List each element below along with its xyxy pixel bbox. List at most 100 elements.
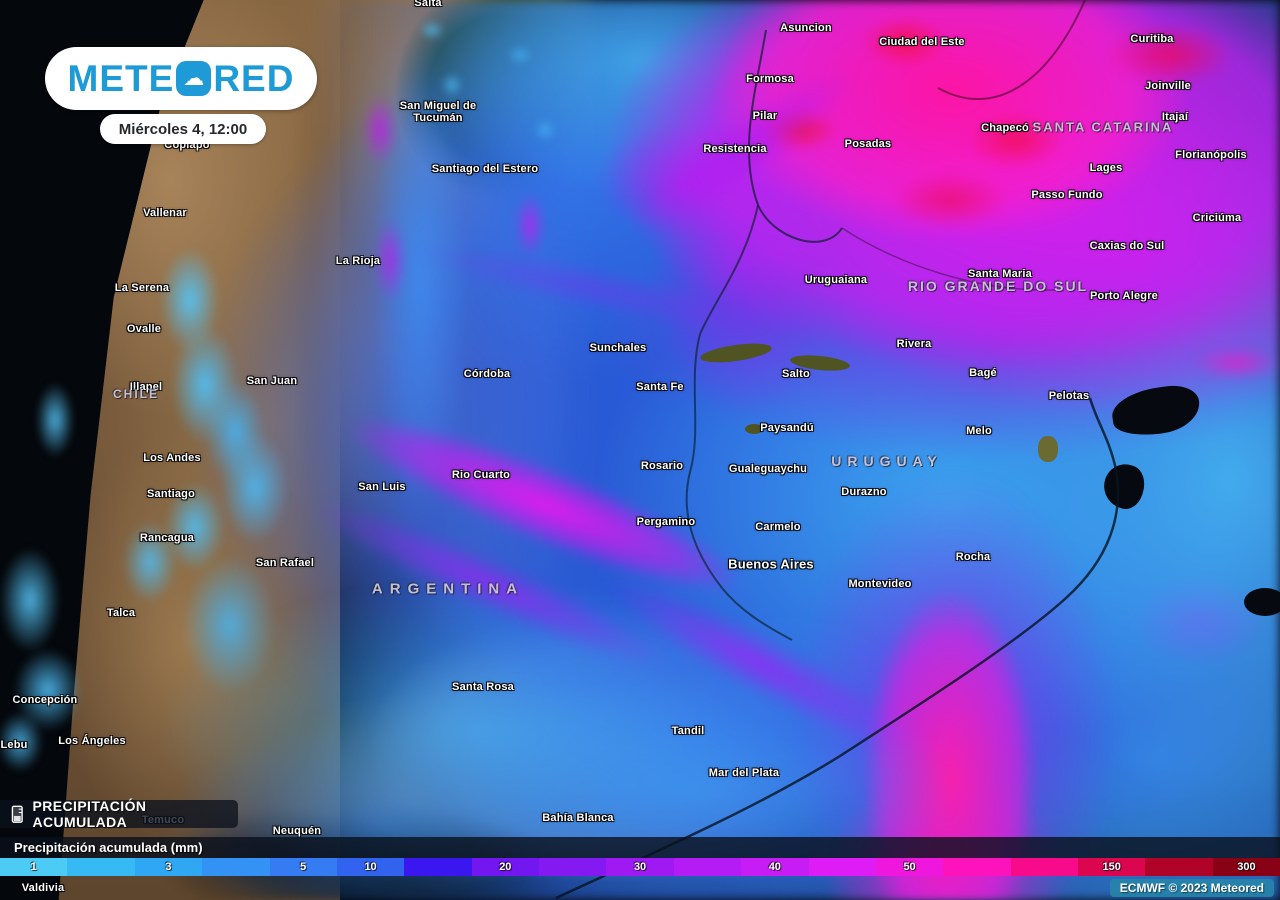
terrain-patch: [745, 424, 763, 434]
legend-segment: 10: [336, 858, 405, 876]
legend-segment: 150: [1078, 858, 1146, 876]
city-label: Rancagua: [139, 532, 195, 544]
legend-segment-value: 5: [300, 861, 307, 873]
scale-label-band: Precipitación acumulada (mm): [0, 837, 1280, 858]
legend-segment: 40: [741, 858, 809, 876]
region-label: URUGUAY: [831, 453, 943, 469]
city-label: Paysandú: [760, 422, 814, 434]
city-label: San Juan: [246, 375, 298, 387]
city-label: Durazno: [841, 486, 887, 498]
logo-text-mete: METE: [67, 58, 175, 99]
city-label: Rocha: [955, 551, 991, 563]
city-label: Bagé: [969, 367, 997, 379]
city-label: Passo Fundo: [1031, 189, 1103, 201]
lagoon-shape: [1109, 382, 1203, 440]
rain-band: [616, 46, 874, 252]
legend-segment: 300: [1212, 858, 1280, 876]
city-label: Lages: [1089, 162, 1123, 174]
city-label: Gualeguaychu: [728, 463, 808, 475]
legend-segment: 50: [875, 858, 944, 876]
legend-segment-value: 30: [633, 861, 647, 873]
city-label: Salta: [414, 0, 442, 9]
lagoon-shape: [1098, 458, 1150, 514]
legend-segment: [202, 858, 270, 876]
city-label: Criciúma: [1192, 212, 1242, 224]
city-label: Formosa: [746, 73, 794, 85]
model-credit: ECMWF © 2023 Meteored: [1109, 879, 1274, 897]
city-label: Ovalle: [126, 323, 162, 335]
legend-segment-value: 1: [30, 861, 37, 873]
terrain-patch: [789, 352, 851, 374]
city-label: Los Andes: [143, 452, 201, 464]
city-label: Santa Fe: [636, 381, 684, 393]
legend-segment-value: 20: [499, 861, 512, 873]
city-label: Salto: [782, 368, 810, 380]
datetime-label: Miércoles 4, 12:00: [118, 120, 248, 138]
city-label: Mar del Plata: [708, 767, 780, 779]
city-label: Porto Alegre: [1089, 290, 1159, 302]
city-label: Santiago del Estero: [431, 163, 539, 175]
terrain-patch: [1038, 436, 1058, 462]
city-label: Santa Rosa: [452, 681, 514, 693]
city-label: Curitiba: [1130, 33, 1174, 45]
legend-segment-value: 300: [1237, 861, 1256, 873]
rain-gauge-icon: [11, 805, 23, 823]
city-label: Los Ángeles: [58, 735, 126, 747]
city-label: Tandil: [671, 725, 705, 737]
city-label: Joinville: [1145, 80, 1191, 92]
city-label: San Luis: [358, 481, 406, 493]
legend-segment: [404, 858, 472, 876]
region-label: SANTA CATARINA: [1032, 119, 1174, 135]
legend-title: PRECIPITACIÓN ACUMULADA: [32, 798, 147, 830]
legend-segment: 3: [134, 858, 203, 876]
legend-segment: [1145, 858, 1213, 876]
city-label: Santa Maria: [968, 268, 1032, 280]
city-label: Concepción: [12, 694, 78, 706]
city-label: Asuncion: [780, 22, 832, 34]
legend-segment: 20: [471, 858, 539, 876]
city-label: Uruguaiana: [804, 274, 868, 286]
region-label: CHILE: [113, 387, 159, 401]
city-label: Chapecó: [981, 122, 1029, 134]
cloud-icon: ☁: [176, 61, 212, 96]
legend-segment: [67, 858, 135, 876]
city-label: San Miguel de Tucumán: [399, 100, 477, 124]
city-label: Lebu: [0, 739, 28, 751]
lagoon-shape: [1244, 588, 1280, 616]
legend-segment-value: 40: [768, 861, 781, 873]
logo-text-red: RED: [213, 58, 295, 99]
city-label: Rosario: [640, 460, 684, 472]
legend-segment-value: 50: [903, 861, 916, 873]
city-label: Itajaí: [1161, 111, 1189, 123]
legend-segment-value: 3: [165, 861, 172, 873]
legend-segment: [808, 858, 876, 876]
city-label: Sunchales: [589, 342, 647, 354]
scale-title: Precipitación acumulada (mm): [14, 840, 203, 855]
city-label: Córdoba: [463, 368, 511, 380]
city-label: Posadas: [844, 138, 892, 150]
city-label: Vallenar: [143, 207, 187, 219]
legend-segment: [943, 858, 1011, 876]
city-label: Neuquén: [272, 825, 322, 837]
legend-segment: [673, 858, 742, 876]
city-label: Florianópolis: [1175, 149, 1247, 161]
legend-segment: 1: [0, 858, 68, 876]
city-label: Rivera: [896, 338, 932, 350]
city-label: Bahía Blanca: [542, 812, 614, 824]
legend-segment: [1010, 858, 1078, 876]
legend-segment: 5: [269, 858, 337, 876]
legend-segment: [539, 858, 607, 876]
city-label: Caxias do Sul: [1089, 240, 1165, 252]
city-label: Pelotas: [1048, 390, 1090, 402]
city-label: La Rioja: [335, 255, 381, 267]
city-label: Santiago: [146, 488, 196, 500]
forecast-datetime: Miércoles 4, 12:00: [100, 114, 266, 144]
city-label: Illapel: [129, 381, 163, 393]
city-label: Carmelo: [755, 521, 801, 533]
city-label: Montevideo: [848, 578, 912, 590]
legend-segment-value: 10: [364, 861, 377, 873]
city-label: Buenos Aires: [728, 556, 814, 572]
city-label: Talca: [106, 607, 136, 619]
city-label: Valdivia: [21, 882, 65, 894]
